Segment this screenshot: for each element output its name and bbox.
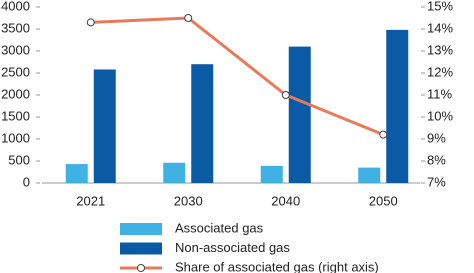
bar [386,29,409,183]
y-tick-label: 1000 [1,130,30,145]
y2-tick-label: 11% [427,86,452,101]
legend-label: Non-associated gas [175,240,290,255]
bar [260,165,283,183]
bar [358,167,381,183]
y2-tick-label: 10% [427,108,453,123]
x-tick-label: 2050 [369,193,398,208]
y2-tick-label: 7% [427,174,446,189]
y2-tick-label: 12% [427,64,453,79]
y2-tick-label: 9% [427,130,446,145]
bar [163,162,186,183]
line-marker [281,91,290,99]
legend-swatch [120,242,162,255]
legend-swatch [120,223,162,235]
y2-tick-label: 13% [427,42,453,57]
y-tick-label: 1500 [1,108,30,123]
y2-tick-label: 15% [427,0,453,13]
x-tick-label: 2040 [271,193,300,208]
legend-label: Associated gas [175,220,264,235]
line [90,16,384,136]
y2-tick-label: 14% [427,20,453,35]
line-marker [379,130,388,139]
x-tick-label: 2021 [76,193,105,208]
line-marker [184,14,193,22]
bar [65,164,88,183]
line-marker [86,18,95,27]
y-tick-label: 0 [23,174,30,189]
y-tick-label: 500 [8,152,30,167]
y-tick-label: 4000 [1,0,30,13]
x-tick-label: 2030 [174,193,203,208]
legend-marker [137,264,145,272]
bar [93,69,116,183]
bar [191,64,214,183]
y-tick-label: 3000 [1,42,30,57]
legend-label: Share of associated gas (right axis) [175,259,379,273]
y-tick-label: 2000 [1,86,30,101]
y2-tick-label: 8% [427,152,446,167]
bar [288,46,311,183]
y-tick-label: 2500 [1,64,30,79]
y-tick-label: 3500 [1,20,30,35]
